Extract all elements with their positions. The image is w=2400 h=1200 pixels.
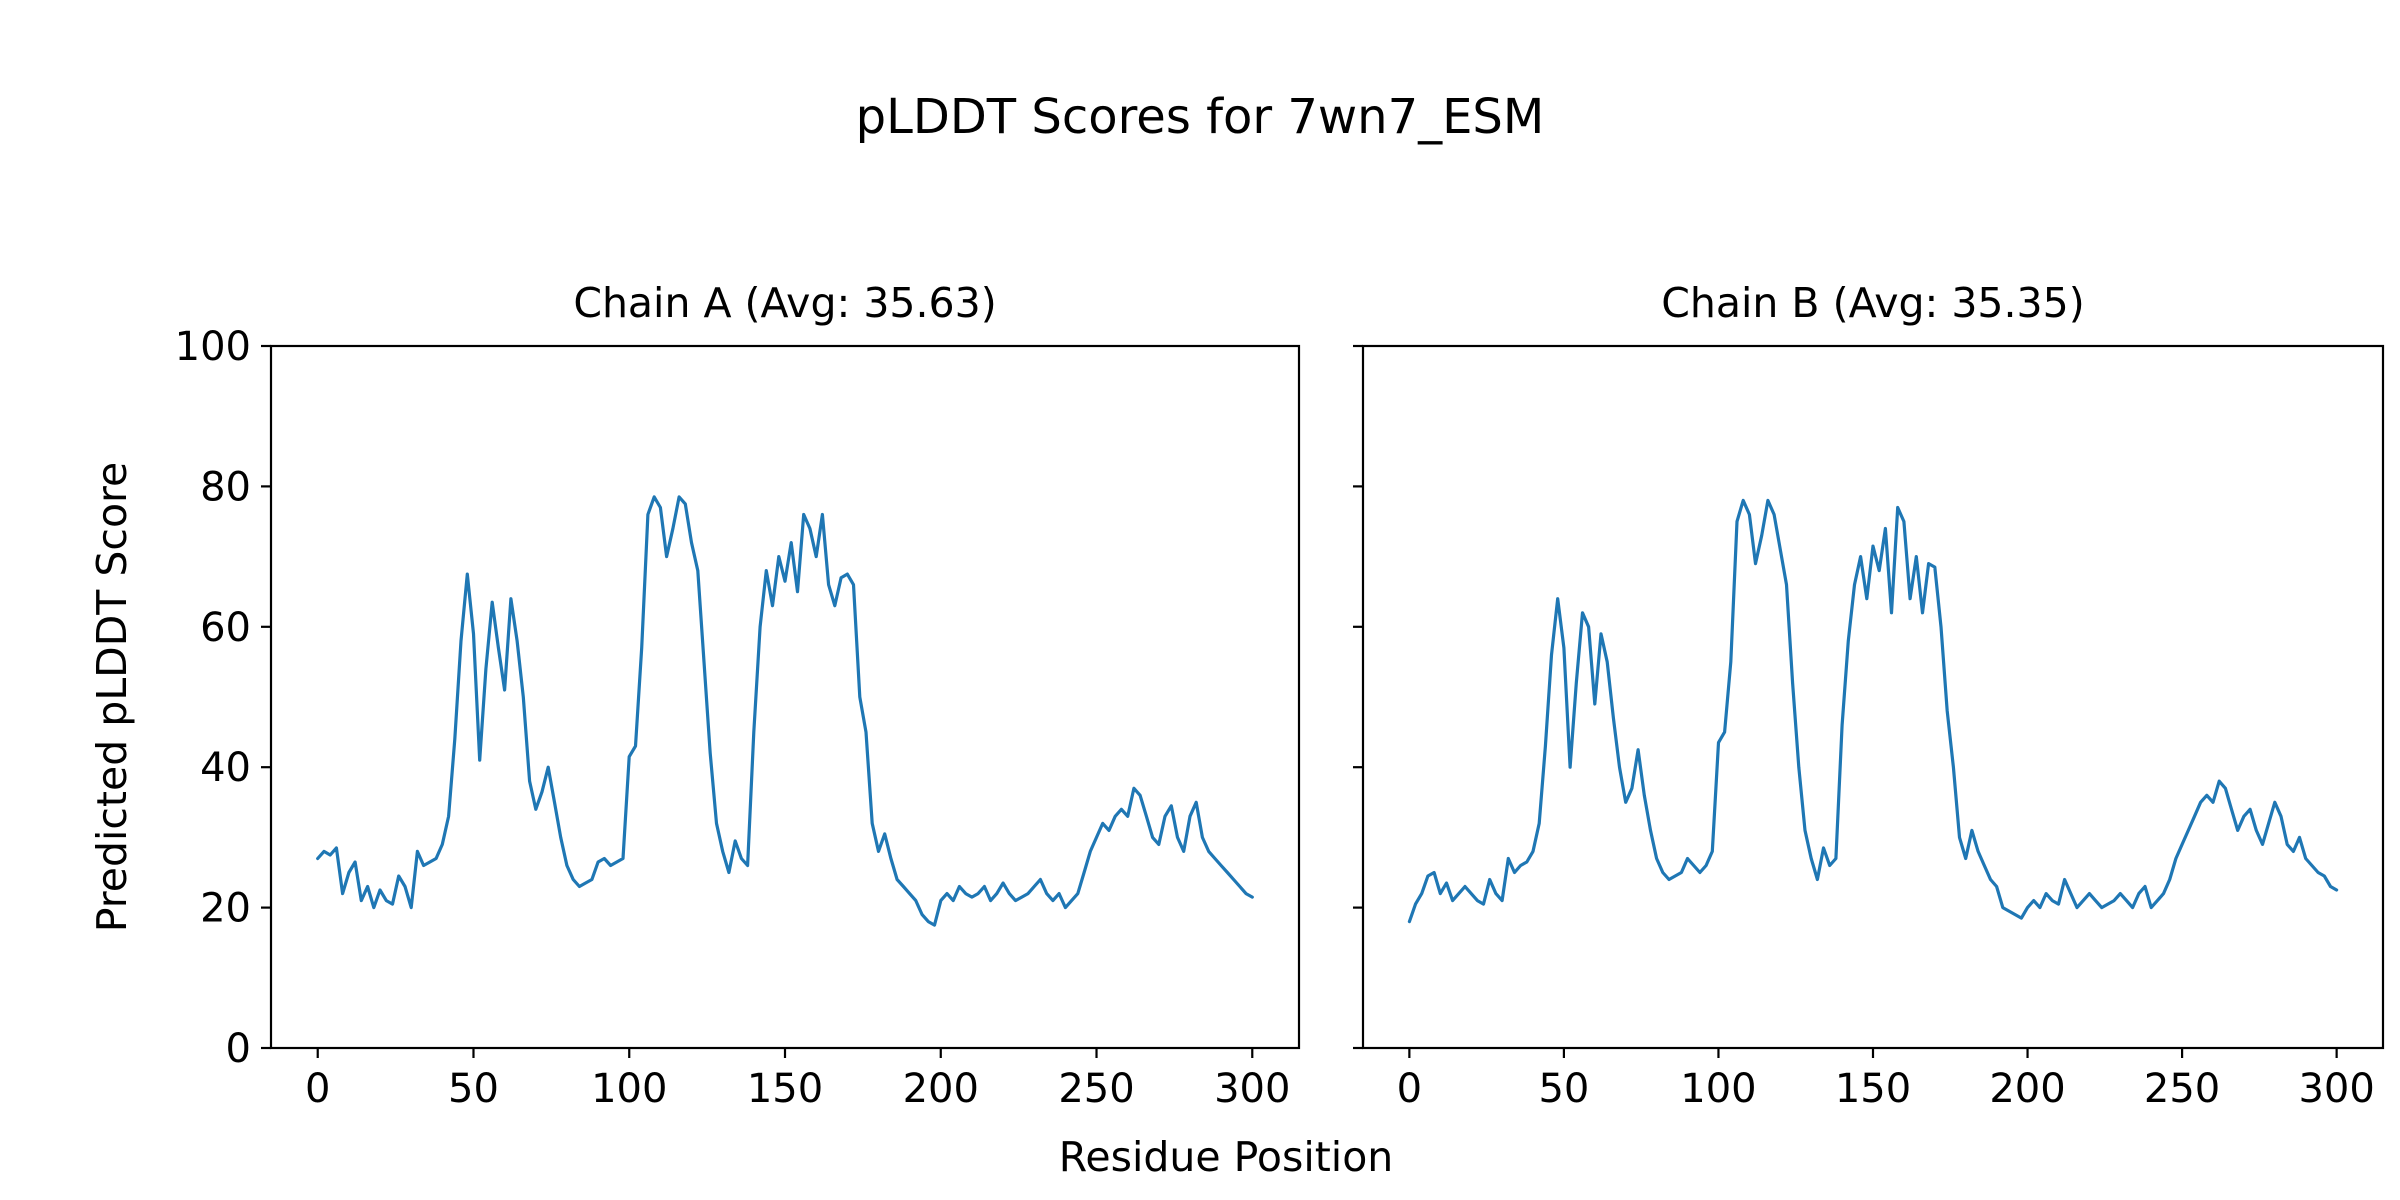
axes-spines xyxy=(1361,344,2385,1050)
subplot-chain-a: 0 50 100 150 200 250 300 0 20 40 60 80 100 xyxy=(175,324,1301,1112)
x-tick-label: 150 xyxy=(1835,1066,1911,1112)
y-tick-label: 20 xyxy=(200,886,251,932)
x-axis-label: Residue Position xyxy=(1058,1133,1394,1181)
x-tick-label: 300 xyxy=(1214,1066,1290,1112)
subplot-title-chain-a: Chain A (Avg: 35.63) xyxy=(573,279,997,327)
x-tick-label: 100 xyxy=(591,1066,667,1112)
x-tick-label: 150 xyxy=(747,1066,823,1112)
y-tick-label: 60 xyxy=(200,605,251,651)
plddt-line-chain-a xyxy=(316,495,1254,927)
figure-title: pLDDT Scores for 7wn7_ESM xyxy=(855,89,1545,145)
x-tick-label: 200 xyxy=(1989,1066,2065,1112)
x-tick-label: 100 xyxy=(1680,1066,1756,1112)
subplot-title-chain-b: Chain B (Avg: 35.35) xyxy=(1661,279,2085,327)
x-tick-label: 250 xyxy=(1058,1066,1134,1112)
y-tick-label: 80 xyxy=(200,464,251,510)
plddt-line-chain-b xyxy=(1407,498,2339,924)
x-tick-label: 50 xyxy=(1538,1066,1589,1112)
x-tick-label: 300 xyxy=(2298,1066,2374,1112)
axes-spines xyxy=(269,344,1301,1050)
x-tick-label: 200 xyxy=(903,1066,979,1112)
x-tick-label: 0 xyxy=(305,1066,330,1112)
subplot-chain-b: 0 50 100 150 200 250 300 xyxy=(1353,344,2385,1112)
x-tick-label: 0 xyxy=(1397,1066,1422,1112)
x-tick-label: 250 xyxy=(2144,1066,2220,1112)
y-tick-label: 100 xyxy=(175,324,251,370)
y-tick-label: 0 xyxy=(226,1026,251,1072)
y-tick-label: 40 xyxy=(200,745,251,791)
x-tick-label: 50 xyxy=(448,1066,499,1112)
